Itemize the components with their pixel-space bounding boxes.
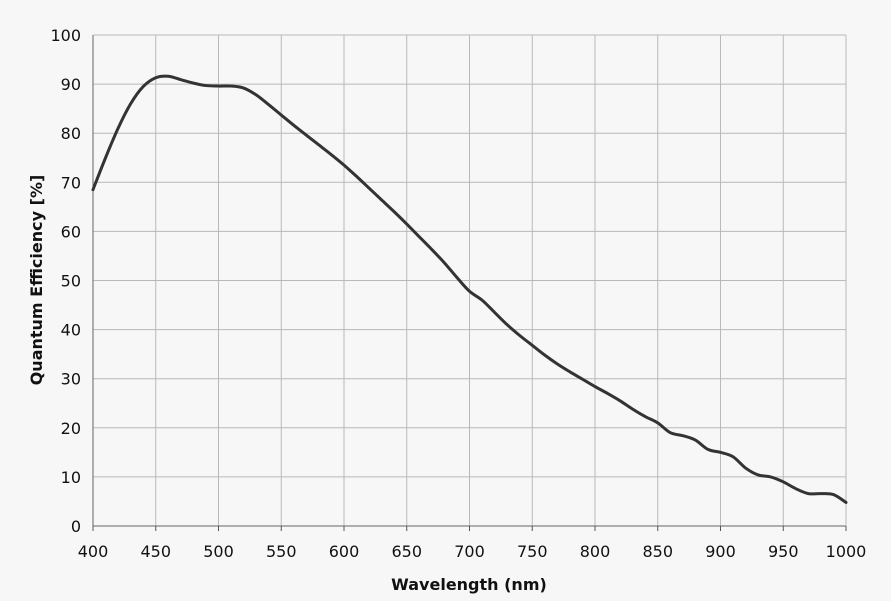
x-tick-label: 600 [329,542,360,561]
y-tick-label: 80 [61,124,81,143]
y-tick-label: 60 [61,222,81,241]
x-tick-label: 700 [454,542,485,561]
y-tick-label: 0 [71,517,81,536]
x-tick-label: 750 [517,542,548,561]
x-tick-label: 400 [78,542,109,561]
x-tick-label: 1000 [826,542,867,561]
x-tick-label: 950 [768,542,799,561]
x-tick-label: 800 [580,542,611,561]
y-tick-label: 90 [61,75,81,94]
x-tick-label: 900 [705,542,736,561]
x-axis-ticks: 400 450 500 550 600 650 700 750 800 850 900 950 1000 [78,526,867,561]
y-tick-label: 20 [61,419,81,438]
y-tick-label: 10 [61,468,81,487]
y-axis-ticks: 0 10 20 30 40 50 60 70 80 90 100 [50,26,81,536]
series-line-0 [91,74,848,504]
x-tick-label: 450 [140,542,171,561]
series-layer [91,74,848,504]
y-tick-label: 40 [61,321,81,340]
x-tick-label: 650 [391,542,422,561]
x-tick-label: 550 [266,542,297,561]
y-tick-label: 70 [61,173,81,192]
y-tick-label: 30 [61,370,81,389]
x-tick-label: 850 [642,542,673,561]
y-tick-label: 100 [50,26,81,45]
y-tick-label: 50 [61,272,81,291]
y-axis-title: Quantum Efficiency [%] [27,175,46,386]
x-tick-label: 500 [203,542,234,561]
x-axis-title: Wavelength (nm) [391,575,547,594]
